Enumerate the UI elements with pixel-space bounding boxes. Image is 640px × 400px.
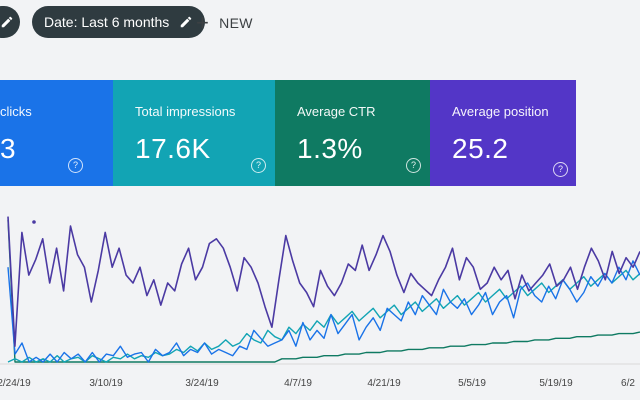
x-tick-label: 4/7/19 xyxy=(284,378,312,389)
help-icon[interactable]: ? xyxy=(553,162,568,177)
date-filter-label: Date: Last 6 months xyxy=(44,14,170,30)
series-line-total-impressions[interactable] xyxy=(7,260,640,363)
help-icon[interactable]: ? xyxy=(251,158,266,173)
help-icon[interactable]: ? xyxy=(406,158,421,173)
x-tick-label: 5/19/19 xyxy=(539,378,573,389)
series-line-clicks[interactable] xyxy=(7,219,640,363)
metric-card-impressions[interactable]: Total impressions 17.6K ? xyxy=(113,80,275,186)
x-tick-label: 4/21/19 xyxy=(367,378,401,389)
x-tick-label: 5/5/19 xyxy=(458,378,486,389)
pencil-icon xyxy=(1,16,13,28)
data-point xyxy=(32,220,36,224)
metric-title: Total impressions xyxy=(135,104,236,119)
plus-icon: + xyxy=(196,10,210,35)
x-tick-label: 3/24/19 xyxy=(185,378,219,389)
metric-title: clicks xyxy=(0,104,32,119)
performance-chart-svg: 2/24/19 3/10/19 3/24/19 4/7/19 4/21/19 5/5/19… xyxy=(0,216,640,389)
metric-value: 1.3% xyxy=(297,133,363,164)
metric-card-ctr[interactable]: Average CTR 1.3% ? xyxy=(275,80,430,186)
x-tick-label: 3/10/19 xyxy=(89,378,123,389)
metric-title: Average CTR xyxy=(297,104,376,119)
metric-cards: clicks 3 ? Total impressions 17.6K ? Ave… xyxy=(0,80,640,186)
date-filter-chip[interactable]: Date: Last 6 months xyxy=(32,6,206,38)
series-line-average-ctr[interactable] xyxy=(7,269,640,363)
metric-card-clicks[interactable]: clicks 3 ? xyxy=(0,80,113,186)
metric-card-position[interactable]: Average position 25.2 ? xyxy=(430,80,576,186)
performance-chart: 2/24/19 3/10/19 3/24/19 4/7/19 4/21/19 5/5/19… xyxy=(0,190,640,400)
metric-value: 25.2 xyxy=(452,133,509,164)
toolbar: Date: Last 6 months + NEW xyxy=(0,0,640,48)
metric-value: 3 xyxy=(0,133,17,164)
metric-value: 17.6K xyxy=(135,133,211,164)
new-filter-button[interactable]: + NEW xyxy=(196,8,253,38)
pencil-icon xyxy=(181,16,192,28)
metric-title: Average position xyxy=(452,104,549,119)
help-icon[interactable]: ? xyxy=(68,158,83,173)
x-tick-label: 6/2 xyxy=(621,378,635,389)
series-line-average-position[interactable] xyxy=(7,216,640,347)
x-tick-label: 2/24/19 xyxy=(0,378,31,389)
edit-chip[interactable] xyxy=(0,6,20,38)
new-button-label: NEW xyxy=(219,15,253,31)
